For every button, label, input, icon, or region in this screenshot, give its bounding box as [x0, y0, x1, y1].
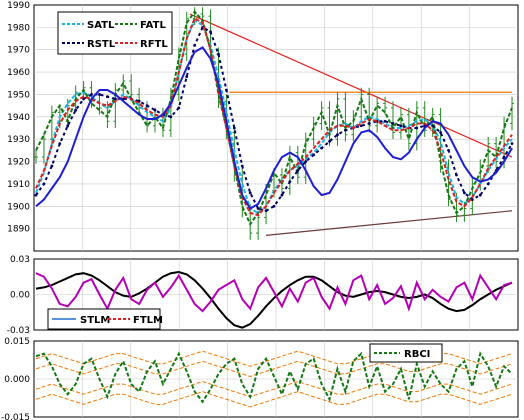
series-point	[367, 122, 371, 125]
y-tick-label: 1930	[7, 135, 30, 145]
series-point	[383, 119, 387, 123]
series-point	[66, 124, 70, 128]
y-tick-label: 1960	[7, 68, 30, 78]
y-tick-label: 1920	[7, 158, 30, 168]
series-point	[455, 173, 458, 177]
series-point	[217, 52, 220, 56]
series-line-satl	[35, 19, 513, 215]
y-tick-label: 1990	[7, 1, 30, 11]
y-tick-label: 0.03	[10, 255, 30, 265]
series-line-ftlm	[35, 272, 513, 313]
series-point	[399, 124, 403, 128]
series-point	[304, 160, 308, 163]
legend-rstl: RSTL	[87, 39, 116, 50]
y-tick-label: 0.015	[4, 337, 30, 347]
series-point	[193, 43, 197, 47]
series-point	[296, 169, 300, 172]
series-point	[391, 122, 395, 125]
y-tick-label: 0.000	[4, 375, 30, 385]
series-point	[185, 75, 189, 78]
y-tick-label: 0.00	[10, 291, 30, 301]
y-tick-label: 1970	[7, 46, 30, 56]
legend-stlm: STLM	[80, 315, 110, 326]
series-point	[106, 95, 109, 99]
series-point	[232, 126, 236, 130]
series-point	[288, 180, 292, 184]
series-point	[225, 88, 228, 92]
legend-rbci: RBCI	[369, 343, 443, 363]
series-point	[478, 193, 482, 197]
trendline	[266, 210, 513, 236]
series-point	[510, 142, 514, 146]
series-line-blue	[35, 46, 513, 210]
rbci-band	[35, 391, 513, 408]
legend-stlm-ftlm: STLM FTLM	[47, 308, 163, 330]
series-point	[90, 93, 93, 96]
rbci-band	[35, 360, 513, 377]
series-point	[328, 140, 331, 143]
series-lines	[34, 10, 514, 404]
series-point	[177, 106, 181, 110]
series-point	[34, 193, 38, 197]
series-point	[486, 182, 490, 186]
y-tick-label: 1900	[7, 202, 30, 212]
series-point	[98, 93, 101, 96]
y-tick-label: -0.015	[1, 413, 30, 420]
series-point	[280, 193, 284, 197]
legend-ftlm: FTLM	[133, 315, 163, 326]
y-tick-label: 1950	[7, 90, 30, 100]
rbci-band	[35, 381, 513, 398]
y-tick-label: 1940	[7, 113, 30, 123]
series-point	[272, 204, 276, 208]
series-point	[42, 182, 46, 186]
series-point	[145, 104, 149, 108]
legend-satl: SATL	[87, 20, 115, 31]
series-point	[463, 191, 466, 195]
series-line-rbci	[35, 351, 513, 404]
legend-rbci-label: RBCI	[404, 349, 430, 360]
series-point	[58, 142, 62, 146]
y-tick-label: 1980	[7, 23, 30, 33]
series-point	[336, 133, 339, 137]
series-point	[256, 207, 260, 210]
trendline	[189, 13, 513, 158]
y-ticks: 1990 1980 1970 1960 1950 1940 1930 1920 1910 1900…	[1, 1, 30, 420]
series-point	[248, 191, 252, 195]
series-point	[74, 108, 78, 112]
series-point	[209, 30, 212, 34]
series-point	[344, 128, 347, 132]
series-point	[240, 164, 244, 168]
series-point	[431, 124, 435, 128]
y-tick-label: -0.03	[7, 326, 30, 336]
legend-price: SATL FATL RSTL RFTL	[57, 11, 173, 55]
series-point	[153, 108, 157, 112]
y-tick-label: 1910	[7, 180, 30, 190]
series-point	[320, 146, 323, 150]
series-line-rftl	[35, 16, 513, 217]
series-point	[470, 198, 474, 201]
series-point	[502, 155, 506, 159]
grid-layer	[34, 5, 518, 417]
y-tick-label: 1890	[7, 225, 30, 235]
series-point	[312, 153, 316, 157]
series-point	[50, 164, 54, 168]
series-point	[439, 131, 442, 134]
series-point	[264, 209, 268, 213]
series-point	[447, 148, 450, 152]
series-point	[415, 126, 419, 130]
series-point	[169, 115, 173, 119]
legend-rftl: RFTL	[140, 39, 168, 50]
legend-fatl: FATL	[140, 20, 166, 31]
